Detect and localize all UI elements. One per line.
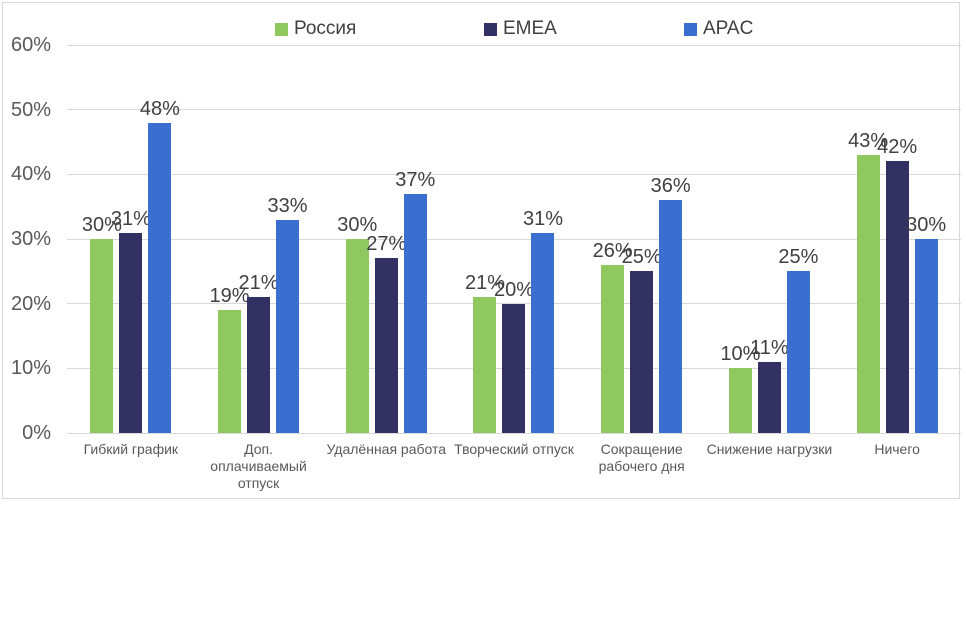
bar-group: 43% 42% 30% [833, 45, 961, 433]
gridline [67, 173, 961, 175]
bar-apac [403, 193, 427, 433]
x-category-label: Гибкий график [83, 441, 179, 457]
y-tick-label: 50% [10, 98, 51, 121]
data-label: 31% [522, 207, 563, 230]
bar-emea [502, 303, 526, 433]
chart-frame: Россия EMEA APAC 0% 10% 20% 30% 40% 50% 60% 30% 31… [2, 2, 961, 499]
y-tick-label: 20% [10, 292, 51, 315]
y-tick-label: 60% [10, 34, 51, 56]
data-label: 25% [621, 246, 662, 269]
plot-area: 0% 10% 20% 30% 40% 50% 60% 30% 31% 48% 19% 21% 33% 30… [11, 35, 961, 443]
chart-legend: Россия EMEA APAC [3, 16, 959, 42]
bar-apac [148, 122, 172, 433]
gridline [67, 238, 961, 240]
data-label: 10% [720, 343, 761, 366]
bar-emea [247, 297, 271, 433]
legend-item-apac: APAC [684, 16, 753, 42]
x-category-label: Ничего [874, 441, 920, 457]
data-label: 31% [110, 207, 151, 230]
legend-swatch-icon [484, 22, 497, 36]
y-tick-label: 30% [10, 228, 51, 250]
x-axis-line [67, 432, 961, 434]
data-label: 43% [848, 129, 889, 152]
data-label: 30% [906, 214, 947, 236]
bar-россия [601, 264, 625, 433]
bar-россия [345, 239, 369, 433]
legend-swatch-icon [275, 22, 288, 36]
bar-россия [728, 368, 752, 433]
x-category-label: Творческий отпуск [454, 441, 574, 457]
bar-emea [630, 271, 654, 433]
legend-item-emea: EMEA [484, 16, 557, 42]
bar-group: 26% 25% 36% [578, 45, 706, 433]
data-label: 21% [464, 272, 505, 295]
bar-emea [119, 232, 143, 433]
x-category-label: Снижение нагрузки [706, 441, 833, 457]
legend-item-россия: Россия [275, 16, 356, 42]
data-label: 33% [267, 194, 308, 217]
bar-group: 21% 20% 31% [450, 45, 578, 433]
legend-label: EMEA [503, 18, 557, 39]
bar-россия [856, 154, 880, 433]
y-tick-label: 0% [22, 422, 51, 444]
legend-label: Россия [294, 18, 357, 39]
data-label: 25% [778, 246, 819, 269]
data-label: 11% [750, 336, 789, 359]
bar-россия [90, 239, 114, 433]
bar-group: 10% 11% 25% [706, 45, 834, 433]
data-label: 27% [366, 233, 407, 256]
bar-group: 19% 21% 33% [195, 45, 323, 433]
gridline [67, 303, 961, 305]
bar-apac [914, 239, 938, 433]
bar-apac [276, 219, 300, 433]
data-label: 48% [139, 97, 180, 120]
gridline [67, 109, 961, 111]
bar-emea [374, 258, 398, 433]
data-label: 42% [877, 136, 918, 159]
x-category-label: Сокращение рабочего дня [598, 441, 685, 474]
data-label: 37% [395, 168, 436, 191]
y-tick-label: 40% [10, 163, 51, 186]
x-category-label: Удалённая работа [326, 441, 447, 457]
legend-swatch-icon [684, 22, 697, 36]
bar-emea [885, 161, 909, 433]
bar-россия [473, 297, 497, 433]
gridline [67, 44, 961, 46]
bar-group: 30% 31% 48% [67, 45, 195, 433]
bar-россия [218, 310, 242, 433]
data-label: 26% [592, 239, 633, 262]
data-label: 19% [209, 285, 250, 308]
data-label: 30% [81, 214, 122, 236]
bar-apac [786, 271, 810, 433]
y-tick-label: 10% [10, 357, 51, 380]
legend-label: APAC [703, 18, 754, 39]
bar-apac [659, 200, 683, 433]
data-label: 36% [650, 175, 691, 198]
data-label: 30% [337, 214, 378, 236]
data-label: 20% [493, 278, 534, 301]
bar-emea [757, 361, 781, 433]
data-label: 21% [238, 272, 279, 295]
bar-group: 30% 27% 37% [322, 45, 450, 433]
x-category-label: Доп. оплачиваемый отпуск [210, 441, 307, 491]
bar-apac [531, 232, 555, 433]
